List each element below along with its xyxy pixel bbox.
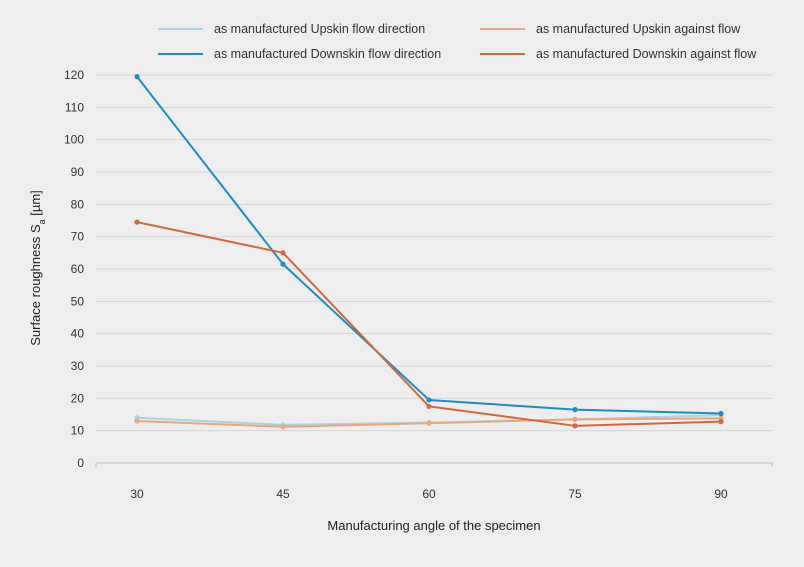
y-tick-label: 100	[64, 133, 84, 147]
y-gridlines	[96, 74, 772, 432]
x-axis-title: Manufacturing angle of the specimen	[327, 518, 540, 533]
data-point	[280, 250, 286, 256]
legend-label: as manufactured Downskin against flow	[536, 47, 757, 61]
y-tick-label: 20	[71, 391, 85, 405]
data-point	[426, 403, 432, 410]
data-point	[718, 419, 724, 425]
y-tick-label: 120	[64, 68, 84, 82]
legend-label: as manufactured Upskin flow direction	[214, 22, 425, 36]
series-line-2	[136, 76, 722, 415]
x-tick-labels: 30 45 60 75 90	[130, 487, 728, 501]
y-tick-label: 30	[71, 359, 85, 373]
data-point	[134, 74, 140, 80]
data-point	[718, 410, 724, 417]
y-axis-title-unit: [µm]	[28, 190, 43, 219]
y-axis-title-main: Surface roughness S	[28, 224, 43, 346]
y-tick-label: 50	[71, 294, 85, 308]
y-tick-labels: 0 10 20 30 40 50 60 70 80 90 100 110 120	[64, 68, 84, 470]
x-tick-label: 90	[714, 487, 728, 501]
legend: as manufactured Upskin flow direction as …	[158, 22, 757, 61]
y-tick-label: 80	[71, 197, 85, 211]
y-tick-label: 110	[65, 100, 84, 114]
series-line-3	[136, 221, 722, 427]
axes	[95, 462, 773, 467]
x-tick-label: 75	[568, 487, 582, 501]
legend-label: as manufactured Upskin against flow	[536, 22, 741, 36]
y-tick-label: 10	[71, 424, 85, 438]
x-tick-label: 60	[422, 487, 436, 501]
y-tick-label: 60	[71, 262, 85, 276]
y-tick-label: 70	[71, 230, 85, 244]
y-tick-label: 40	[71, 327, 85, 341]
x-tick-label: 45	[276, 487, 290, 501]
data-point	[280, 261, 286, 267]
data-point	[134, 418, 140, 424]
x-tick-label: 30	[130, 487, 144, 501]
y-tick-label: 90	[71, 165, 85, 179]
y-axis-title: Surface roughness Sa [µm]	[28, 190, 47, 346]
series-lines	[134, 74, 724, 430]
y-tick-label: 0	[77, 456, 84, 470]
data-point	[426, 420, 432, 426]
legend-label: as manufactured Downskin flow direction	[214, 47, 441, 61]
data-point	[572, 416, 578, 422]
data-point	[134, 219, 140, 225]
data-point	[572, 407, 578, 413]
data-point	[426, 397, 432, 403]
y-axis-title-subscript: a	[37, 219, 47, 224]
data-point	[280, 424, 286, 430]
data-point	[572, 423, 578, 429]
